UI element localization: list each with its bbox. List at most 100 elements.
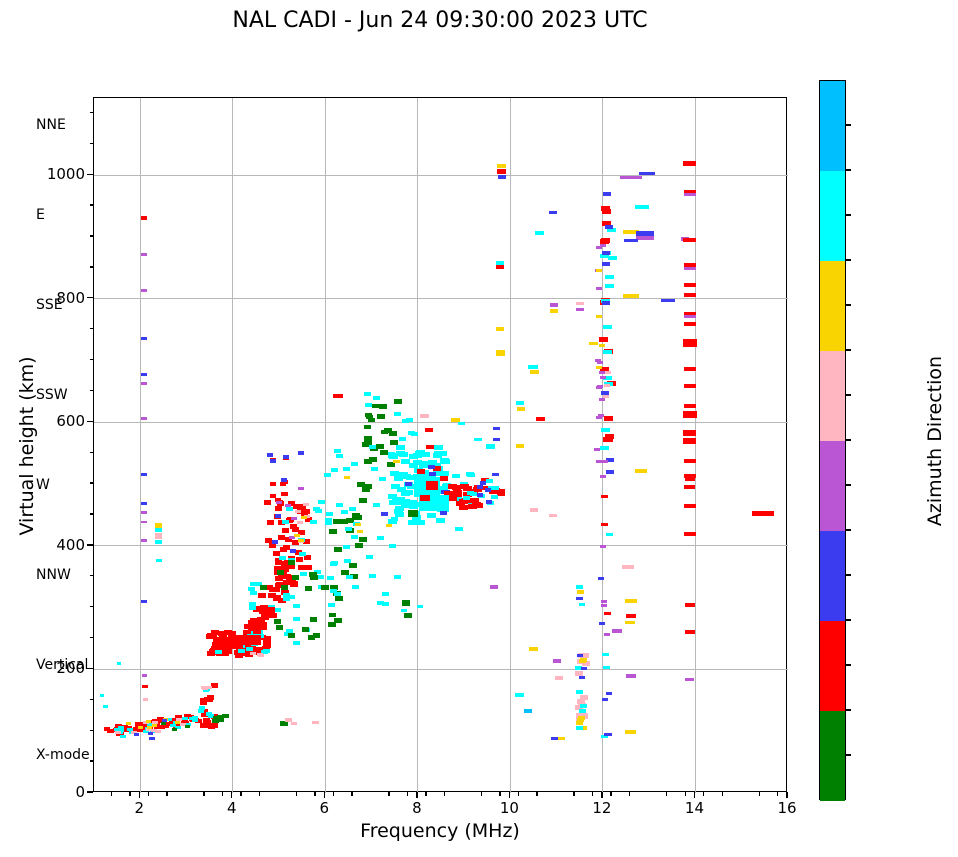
data-point-X-mode <box>349 574 358 580</box>
data-point-X-mode <box>216 718 224 723</box>
data-point-X-mode <box>348 562 357 568</box>
data-point-Vertical <box>599 336 609 342</box>
x-minor-tick <box>406 792 409 796</box>
data-point-SSE <box>624 598 637 603</box>
data-point-Vertical <box>244 624 253 630</box>
data-point-X-mode <box>383 427 392 433</box>
x-gridline <box>694 98 696 793</box>
data-point-E <box>601 652 609 656</box>
data-point-X-mode <box>354 542 363 548</box>
data-point-NNW <box>477 493 484 497</box>
data-point-SSW <box>574 704 583 710</box>
colorbar-category-label: X-mode <box>36 747 90 763</box>
colorbar-center-tick <box>846 574 851 576</box>
data-point-X-mode <box>291 575 299 581</box>
data-point-Vertical <box>266 520 274 526</box>
x-minor-tick <box>480 792 483 796</box>
data-point-SSE <box>624 620 635 624</box>
y-minor-tick <box>89 605 93 608</box>
data-point-SSW <box>151 729 158 733</box>
data-point-SSE <box>293 533 300 537</box>
data-point-X-mode <box>363 458 372 464</box>
data-point-Vertical <box>470 497 480 503</box>
data-point-SSW <box>294 510 301 514</box>
data-point-NNW <box>140 372 147 376</box>
y-gridline <box>94 174 788 176</box>
data-point-NNW <box>428 464 436 469</box>
data-point-Vertical <box>269 481 276 486</box>
colorbar-boundary-tick <box>846 709 851 711</box>
data-point-E <box>393 500 403 506</box>
data-point-W <box>601 604 608 608</box>
y-minor-tick <box>89 142 93 145</box>
data-point-E <box>191 719 198 723</box>
data-point-Vertical <box>297 508 305 514</box>
data-point-E <box>455 526 464 531</box>
data-point-E <box>350 534 358 539</box>
data-point-SSE <box>151 724 157 728</box>
data-point-Vertical <box>280 482 287 487</box>
data-point-SSE <box>354 523 361 527</box>
data-point-E <box>315 509 323 514</box>
data-point-NNW <box>269 458 276 463</box>
data-point-E <box>283 596 291 601</box>
data-point-E <box>293 603 301 608</box>
data-point-NNW <box>134 732 140 736</box>
x-tick-label: 14 <box>684 799 704 817</box>
data-point-X-mode <box>368 456 377 462</box>
data-point-SSW <box>311 721 319 725</box>
data-point-Vertical <box>299 504 307 510</box>
data-point-NNW <box>605 469 614 474</box>
data-point-X-mode <box>259 585 267 591</box>
data-point-E <box>416 519 426 525</box>
y-major-tick <box>87 297 93 299</box>
chart-title: NAL CADI - Jun 24 09:30:00 2023 UTC <box>232 8 648 33</box>
data-point-Vertical <box>278 598 287 604</box>
x-gridline <box>139 98 141 793</box>
data-point-E <box>460 482 469 487</box>
x-gridline <box>417 98 419 793</box>
colorbar-category-label: SSE <box>36 297 63 313</box>
data-point-E <box>336 502 344 507</box>
data-point-W <box>284 503 291 507</box>
data-point-E <box>325 520 333 525</box>
data-point-X-mode <box>279 721 288 727</box>
data-point-X-mode <box>330 584 339 590</box>
data-point-Vertical <box>432 466 441 472</box>
data-point-W <box>140 511 147 515</box>
data-point-X-mode <box>274 619 282 625</box>
data-point-SSE <box>137 725 143 729</box>
data-point-X-mode <box>362 441 371 447</box>
colorbar-band-E <box>820 171 845 261</box>
data-point-E <box>470 491 478 496</box>
data-point-Vertical <box>269 587 278 593</box>
data-point-Vertical <box>252 629 261 635</box>
data-point-E <box>326 512 334 517</box>
x-minor-tick <box>351 792 353 796</box>
y-minor-tick <box>89 760 93 762</box>
data-point-E <box>603 324 613 329</box>
data-point-X-mode <box>321 585 330 591</box>
data-point-X-mode <box>185 724 191 728</box>
y-minor-tick <box>89 575 93 577</box>
data-point-SSE <box>577 590 585 595</box>
data-point-W <box>596 246 603 250</box>
y-minor-tick <box>89 389 93 392</box>
data-point-E <box>245 647 253 652</box>
data-point-X-mode <box>332 519 341 525</box>
data-point-Vertical <box>602 220 612 226</box>
data-point-E <box>395 506 405 512</box>
data-point-SSE <box>147 725 153 729</box>
data-point-E <box>466 472 475 477</box>
data-point-NNW <box>598 576 605 580</box>
data-point-SSW <box>581 660 590 666</box>
data-point-SSE <box>625 729 637 734</box>
colorbar-boundary-tick <box>846 349 851 351</box>
y-major-tick <box>87 420 93 423</box>
data-point-SSW <box>146 727 153 731</box>
data-point-Vertical <box>283 544 291 550</box>
data-point-Vertical <box>425 480 438 490</box>
data-point-NNW <box>492 427 500 430</box>
data-point-Vertical <box>600 523 608 527</box>
data-point-Vertical <box>242 630 251 636</box>
